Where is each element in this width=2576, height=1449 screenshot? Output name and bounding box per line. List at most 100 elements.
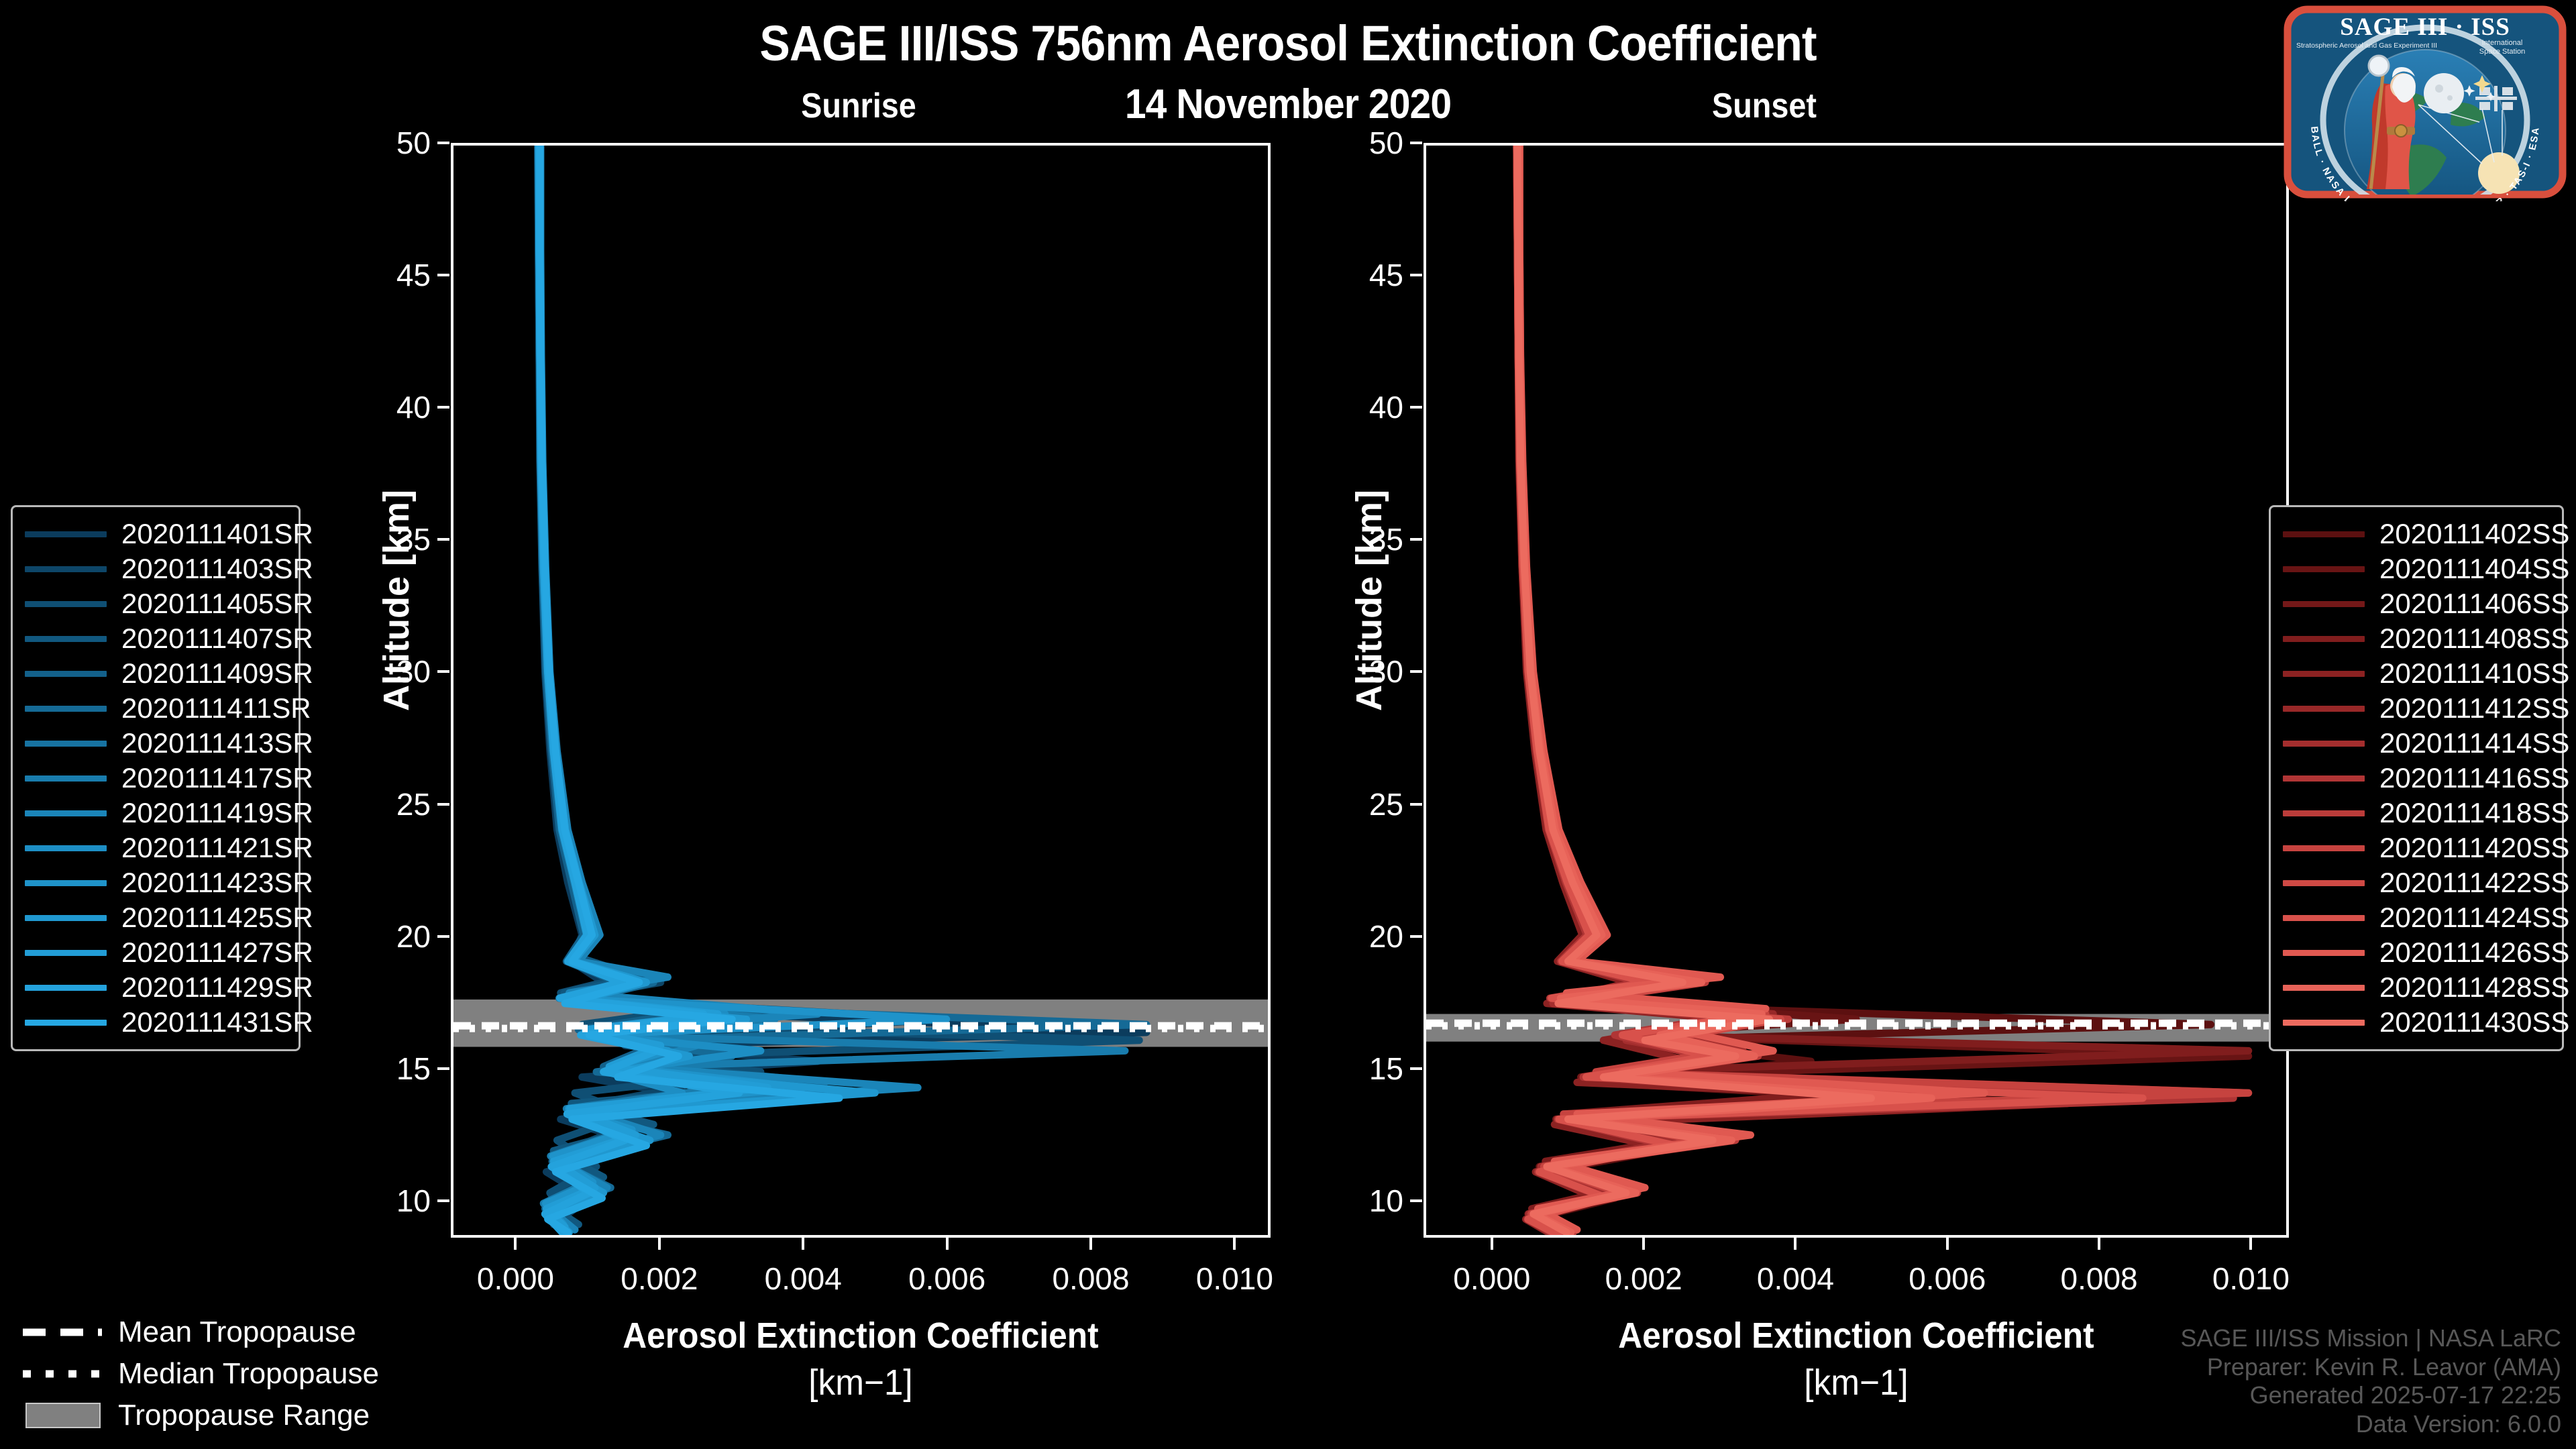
y-tick-label: 50 — [396, 125, 431, 160]
tropopause-legend: Mean Tropopause Median Tropopause Tropop… — [23, 1311, 452, 1436]
panel-label-sunset: Sunset — [1711, 87, 1817, 125]
legend-item[interactable]: 2020111422SS — [2283, 865, 2569, 900]
legend-item-label: 2020111419SR — [121, 797, 313, 828]
legend-sunrise[interactable]: 2020111401SR 2020111403SR 2020111405SR 2020… — [11, 505, 313, 1051]
x-tick-mark — [2098, 1238, 2101, 1250]
y-tick-mark — [437, 538, 449, 541]
page-title: SAGE III/ISS 756nm Aerosol Extinction Co… — [759, 15, 1817, 71]
legend-color-swatch — [2283, 635, 2365, 642]
x-tick-label: 0.000 — [476, 1261, 555, 1296]
date-subtitle: 14 November 2020 — [1124, 81, 1452, 127]
x-tick-label: 0.004 — [1756, 1261, 1835, 1296]
dashed-line-icon — [23, 1324, 102, 1341]
legend-item[interactable]: 2020111408SS — [2283, 621, 2569, 656]
x-tick-label: 0.000 — [1453, 1261, 1531, 1296]
legend-item[interactable]: 2020111409SR — [25, 656, 313, 691]
legend-item[interactable]: 2020111424SS — [2283, 900, 2569, 935]
legend-item[interactable]: 2020111419SR — [25, 796, 313, 830]
legend-item[interactable]: 2020111426SS — [2283, 935, 2569, 970]
x-tick-mark — [1233, 1238, 1236, 1250]
plot-area-sunset — [1424, 143, 2289, 1238]
x-axis-title-sunset: Aerosol Extinction Coefficient — [1618, 1316, 2094, 1356]
panel-label-sunrise: Sunrise — [801, 87, 916, 125]
legend-item[interactable]: 2020111427SR — [25, 935, 313, 970]
x-tick-label: 0.008 — [2060, 1261, 2138, 1296]
legend-item[interactable]: 2020111420SS — [2283, 830, 2569, 865]
x-axis-unit-sunrise: [km−1] — [808, 1362, 913, 1403]
legend-item[interactable]: 2020111406SS — [2283, 586, 2569, 621]
logo-iss — [2475, 86, 2517, 111]
legend-color-swatch — [25, 670, 107, 677]
legend-color-swatch — [25, 775, 107, 782]
legend-color-swatch — [25, 845, 107, 851]
logo-moon — [2424, 73, 2464, 113]
x-tick-label: 0.002 — [1605, 1261, 1682, 1296]
legend-item[interactable]: 2020111421SR — [25, 830, 313, 865]
legend-color-swatch — [2283, 600, 2365, 607]
legend-item-label: 2020111414SS — [2379, 727, 2570, 759]
legend-item-label: 2020111430SS — [2379, 1006, 2570, 1038]
legend-color-swatch — [25, 810, 107, 816]
x-tick-label: 0.006 — [1909, 1261, 1986, 1296]
legend-color-swatch — [2283, 845, 2365, 851]
legend-item[interactable]: 2020111430SS — [2283, 1005, 2569, 1040]
logo-stars — [2463, 75, 2496, 101]
legend-item-label: 2020111418SS — [2379, 797, 2570, 828]
legend-item-label: 2020111417SR — [121, 762, 313, 794]
legend-color-swatch — [2283, 949, 2365, 956]
x-tick-label: 0.002 — [621, 1261, 698, 1296]
legend-item[interactable]: 2020111401SR — [25, 517, 313, 551]
y-tick-mark — [437, 802, 449, 806]
legend-item[interactable]: 2020111425SR — [25, 900, 313, 935]
legend-item[interactable]: 2020111403SR — [25, 551, 313, 586]
y-tick-label: 25 — [396, 786, 431, 822]
legend-color-swatch — [2283, 670, 2365, 677]
legend-item[interactable]: 2020111428SS — [2283, 970, 2569, 1005]
legend-item[interactable]: 2020111411SR — [25, 691, 311, 726]
legend-item[interactable]: 2020111402SS — [2283, 517, 2569, 551]
legend-item[interactable]: 2020111412SS — [2283, 691, 2569, 726]
x-tick-mark — [1490, 1238, 1493, 1250]
y-tick-mark — [1410, 1199, 1422, 1202]
y-tick-label: 30 — [396, 654, 431, 690]
legend-item-label: 2020111411SR — [121, 692, 311, 724]
y-tick-label: 45 — [1368, 258, 1403, 293]
y-tick-label: 15 — [1368, 1051, 1403, 1086]
legend-item-label: 2020111409SR — [121, 657, 313, 689]
legend-item[interactable]: 2020111418SS — [2283, 796, 2569, 830]
legend-item[interactable]: 2020111410SS — [2283, 656, 2569, 691]
legend-sunset[interactable]: 2020111402SS 2020111404SS 2020111406SS 2020… — [2269, 505, 2569, 1051]
profile-line — [1513, 146, 1875, 1235]
y-tick-label: 25 — [1368, 786, 1403, 822]
legend-item[interactable]: 2020111429SR — [25, 970, 313, 1005]
y-tick-label: 15 — [396, 1051, 431, 1086]
legend-item[interactable]: 2020111414SS — [2283, 726, 2569, 761]
legend-color-swatch — [25, 531, 107, 537]
legend-color-swatch — [2283, 1019, 2365, 1026]
legend-item[interactable]: 2020111417SR — [25, 761, 313, 796]
legend-color-swatch — [25, 740, 107, 747]
y-tick-mark — [1410, 670, 1422, 674]
legend-item-label: 2020111407SR — [121, 623, 313, 654]
y-tick-mark — [1410, 142, 1422, 144]
legend-color-swatch — [25, 600, 107, 607]
x-tick-mark — [1642, 1238, 1646, 1250]
legend-item[interactable]: 2020111423SR — [25, 865, 313, 900]
legend-item-label: 2020111424SS — [2379, 902, 2570, 933]
credits-line-preparer: Preparer: Kevin R. Leavor (AMA) — [2206, 1352, 2561, 1381]
band-swatch-icon — [23, 1403, 102, 1428]
legend-item[interactable]: 2020111413SR — [25, 726, 313, 761]
x-tick-mark — [2249, 1238, 2253, 1250]
legend-item[interactable]: 2020111416SS — [2283, 761, 2569, 796]
legend-item[interactable]: 2020111407SR — [25, 621, 313, 656]
legend-item-label: 2020111405SR — [121, 588, 313, 619]
legend-item[interactable]: 2020111404SS — [2283, 551, 2569, 586]
legend-item[interactable]: 2020111431SR — [25, 1005, 313, 1040]
logo-title: SAGE III · ISS — [2340, 13, 2510, 41]
y-tick-mark — [437, 1199, 449, 1202]
y-tick-mark — [1410, 274, 1422, 277]
legend-item[interactable]: 2020111405SR — [25, 586, 313, 621]
profile-line — [536, 146, 843, 1235]
legend-color-swatch — [2283, 984, 2365, 991]
legend-item-label: 2020111431SR — [121, 1006, 313, 1038]
